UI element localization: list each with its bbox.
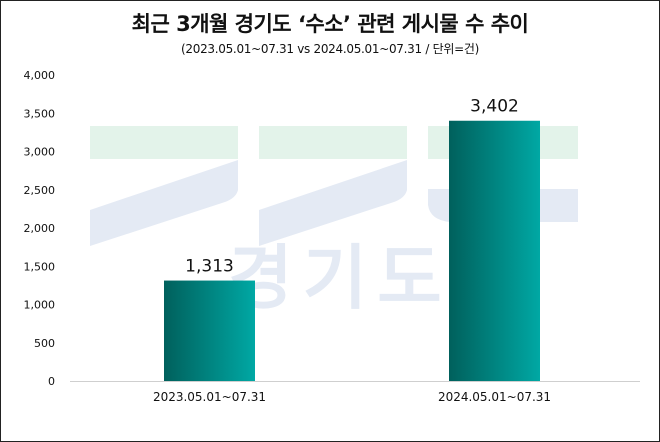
y-tick-label: 4,000 [24,69,56,82]
bar [449,120,540,381]
y-tick-label: 0 [48,375,55,388]
y-tick-label: 3,000 [24,146,56,159]
y-tick-label: 3,500 [24,107,56,120]
chart-subtitle: (2023.05.01~07.31 vs 2024.05.01~07.31 / … [181,42,479,56]
y-tick-label: 500 [34,337,55,350]
data-label: 3,402 [470,97,519,117]
x-axis: 2023.05.01~07.31 2024.05.01~07.31 [70,381,640,404]
y-tick-label: 2,000 [24,222,56,235]
y-tick-label: 1,000 [24,299,56,312]
bar [164,280,255,381]
y-axis: 0 500 1,000 1,500 2,000 2,500 3,000 3,500 4,000 [24,69,56,388]
y-tick-label: 1,500 [24,260,56,273]
data-label: 1,313 [185,257,234,277]
bars: 1,313 3,402 [164,97,540,381]
chart-title: 최근 3개월 경기도 ‘수소’ 관련 게시물 수 추이 [131,12,529,36]
watermark-text: 경기도 [228,237,451,319]
x-tick-label: 2024.05.01~07.31 [438,390,551,404]
y-tick-label: 2,500 [24,184,56,197]
x-tick-label: 2023.05.01~07.31 [153,390,266,404]
